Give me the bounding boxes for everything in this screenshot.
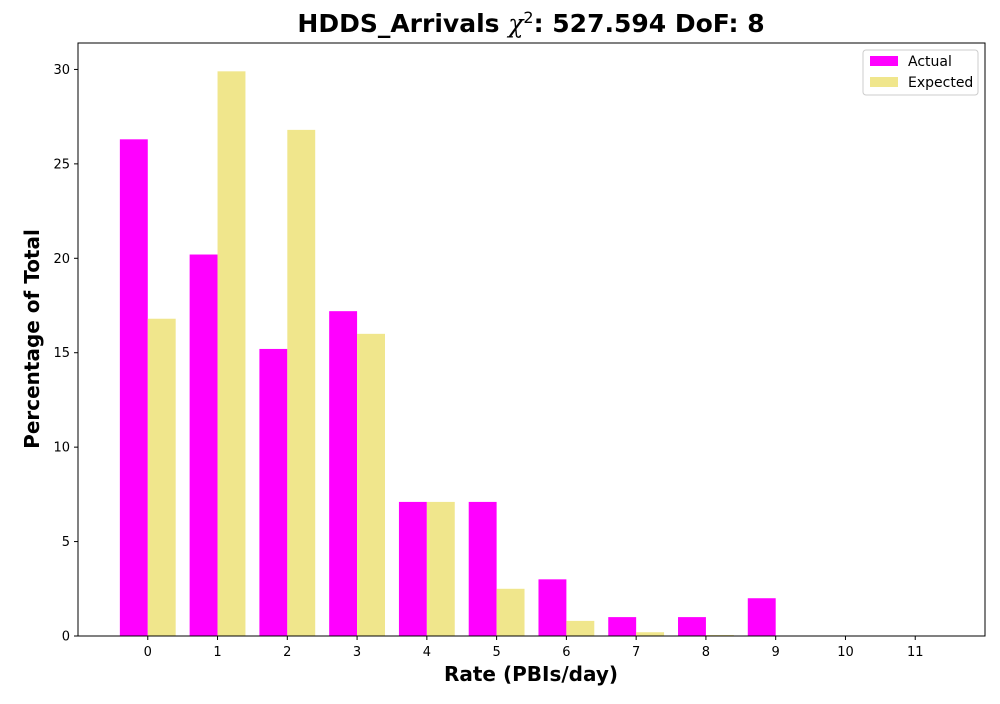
bar-actual-8 xyxy=(678,617,706,636)
x-tick-label: 6 xyxy=(562,645,570,660)
bar-actual-1 xyxy=(189,254,218,636)
x-tick-label: 8 xyxy=(702,645,710,660)
legend-swatch-expected xyxy=(870,77,898,87)
x-tick-label: 2 xyxy=(283,645,291,660)
x-tick-label: 10 xyxy=(837,645,854,660)
legend-label-actual: Actual xyxy=(908,54,952,70)
y-tick-label: 15 xyxy=(53,346,70,361)
x-tick-label: 7 xyxy=(632,645,640,660)
bar-expected-6 xyxy=(566,620,595,636)
bar-expected-7 xyxy=(636,632,665,636)
x-tick-label: 11 xyxy=(907,645,924,660)
y-tick-label: 10 xyxy=(53,441,70,456)
bar-expected-4 xyxy=(426,501,455,636)
bar-expected-1 xyxy=(217,71,246,636)
y-tick-label: 25 xyxy=(53,157,70,172)
bar-actual-6 xyxy=(538,579,567,636)
plot-frame xyxy=(77,42,986,637)
bar-actual-3 xyxy=(329,311,358,636)
y-axis-label: Percentage of Total xyxy=(20,229,44,449)
legend-label-expected: Expected xyxy=(908,75,973,91)
x-tick-label: 0 xyxy=(144,645,152,660)
legend-swatch-actual xyxy=(870,56,898,66)
x-tick-label: 5 xyxy=(492,645,500,660)
bar-actual-7 xyxy=(608,617,637,636)
x-tick-label: 4 xyxy=(423,645,431,660)
bar-actual-2 xyxy=(259,348,288,636)
y-tick-label: 0 xyxy=(62,630,70,645)
bar-expected-2 xyxy=(287,129,316,636)
y-tick-label: 5 xyxy=(62,535,70,550)
bar-actual-4 xyxy=(398,501,427,636)
legend: Actual Expected xyxy=(862,49,979,96)
chart-title-suffix: : 527.594 DoF: 8 xyxy=(534,9,765,38)
y-tick-label: 30 xyxy=(53,63,70,78)
chart-title-superscript: 2 xyxy=(523,8,533,27)
bar-actual-0 xyxy=(119,139,148,636)
x-tick-label: 9 xyxy=(772,645,780,660)
bar-actual-5 xyxy=(468,501,497,636)
chart-title-prefix: HDDS_Arrivals xyxy=(297,9,508,38)
bar-actual-9 xyxy=(747,598,776,636)
x-tick-label: 3 xyxy=(353,645,361,660)
bar-expected-3 xyxy=(357,333,385,636)
x-axis-ticks: 0 1 2 3 4 5 6 7 8 9 10 11 xyxy=(144,636,924,660)
bar-expected-5 xyxy=(496,588,525,636)
chart-title-chi-symbol: χ xyxy=(506,9,525,38)
x-axis-label: Rate (PBIs/day) xyxy=(444,662,618,686)
y-tick-label: 20 xyxy=(53,252,70,267)
chart-title: HDDS_Arrivals χ2: 527.594 DoF: 8 xyxy=(297,8,764,39)
bars-layer xyxy=(119,71,776,636)
bar-expected-0 xyxy=(147,318,176,636)
x-tick-label: 1 xyxy=(213,645,221,660)
y-axis-ticks: 0 5 10 15 20 25 30 xyxy=(53,63,78,645)
